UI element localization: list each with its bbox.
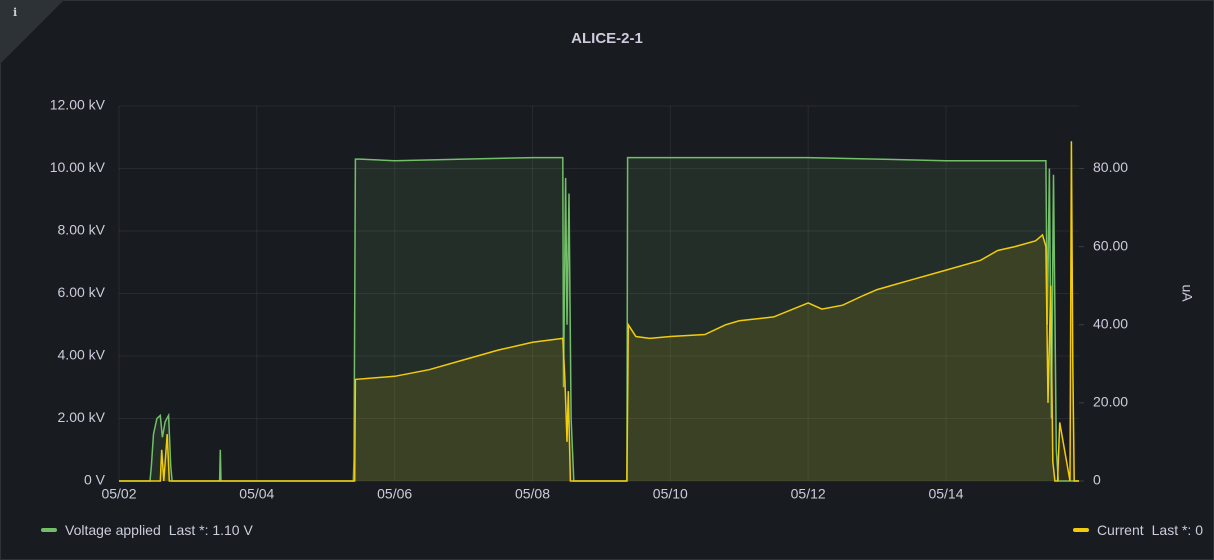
legend-value[interactable]: Last *: 0: [1151, 522, 1203, 538]
x-tick-label: 05/08: [515, 486, 550, 502]
y-tick-label: 10.00 kV: [50, 159, 106, 175]
legend-right: Current Last *: 0: [1072, 522, 1203, 538]
legend-value[interactable]: Last *: 1.10 V: [168, 522, 253, 538]
y2-tick-label: 40.00: [1093, 315, 1128, 331]
x-tick-label: 05/02: [101, 486, 136, 502]
x-tick-label: 05/10: [653, 486, 688, 502]
y-tick-label: 6.00 kV: [58, 284, 106, 300]
y-tick-label: 4.00 kV: [58, 347, 106, 363]
chart-title: ALICE-2-1: [571, 30, 643, 47]
legend-swatch: [41, 528, 57, 532]
y2-tick-label: 0: [1093, 472, 1101, 488]
legend-left: Voltage applied Last *: 1.10 V: [41, 522, 253, 538]
legend-name[interactable]: Current: [1096, 522, 1144, 538]
line: [119, 156, 1079, 482]
y-tick-label: 0 V: [84, 472, 106, 488]
area: [119, 157, 1079, 481]
y-tick-label: 12.00 kV: [50, 97, 106, 113]
area: [119, 141, 1079, 481]
y2-axis-label: uA: [1179, 284, 1195, 302]
info-corner: [1, 1, 63, 63]
y-tick-label: 2.00 kV: [58, 409, 106, 425]
legend-swatch: [1072, 528, 1089, 532]
legend-name[interactable]: Voltage applied: [65, 522, 161, 538]
x-tick-label: 05/12: [791, 486, 826, 502]
x-tick-label: 05/14: [928, 486, 963, 502]
y-tick-label: 8.00 kV: [58, 222, 106, 238]
y2-tick-label: 80.00: [1093, 159, 1128, 175]
y2-tick-label: 20.00: [1093, 394, 1128, 410]
line: [119, 141, 1079, 482]
x-tick-label: 05/06: [377, 486, 412, 502]
info-icon: i: [13, 6, 17, 19]
y2-tick-label: 60.00: [1093, 237, 1128, 253]
x-tick-label: 05/04: [239, 486, 274, 502]
